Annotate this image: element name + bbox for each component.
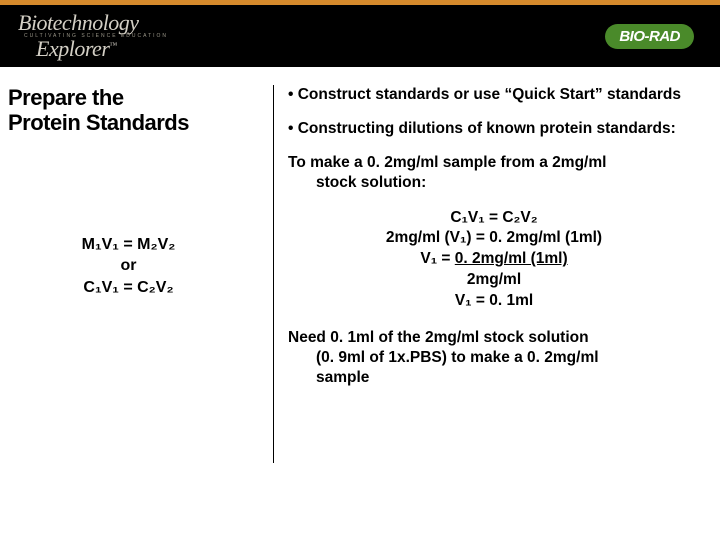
right-column: • Construct standards or use “Quick Star… [274,85,720,463]
content-area: Prepare the Protein Standards M₁V₁ = M₂V… [0,67,720,463]
equation-m1v1: M₁V₁ = M₂V₂ [82,236,176,253]
biorad-badge: BIO-RAD [605,24,694,49]
example-calculation: C₁V₁ = C₂V₂ 2mg/ml (V₁) = 0. 2mg/ml (1ml… [288,208,700,313]
bullet-construct-standards: • Construct standards or use “Quick Star… [288,85,700,105]
equation-or: or [121,257,137,274]
equation-c1v1: C₁V₁ = C₂V₂ [83,279,173,296]
page-title: Prepare the Protein Standards [8,85,273,136]
left-column: Prepare the Protein Standards M₁V₁ = M₂V… [0,85,274,463]
logo-line2: Explorer™ [36,39,168,59]
dilution-equations: M₁V₁ = M₂V₂ or C₁V₁ = C₂V₂ [8,234,273,299]
header-band: Biotechnology CULTIVATING SCIENCE EDUCAT… [0,5,720,67]
bullet-constructing-dilutions: • Constructing dilutions of known protei… [288,119,700,139]
logo-biotechnology-explorer: Biotechnology CULTIVATING SCIENCE EDUCAT… [18,13,168,59]
example-heading: To make a 0. 2mg/ml sample from a 2mg/ml… [288,153,700,193]
example-conclusion: Need 0. 1ml of the 2mg/ml stock solution… [288,328,700,388]
logo-line1: Biotechnology [18,13,168,33]
